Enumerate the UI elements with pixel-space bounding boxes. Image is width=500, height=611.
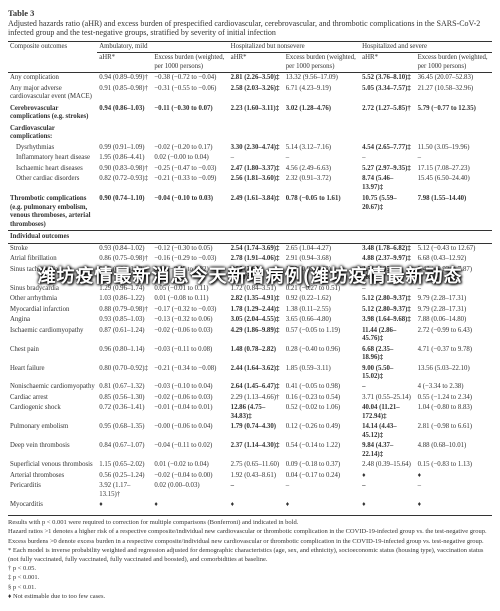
table-row: Deep vein thrombosis0.84 (0.67–1.07)−0.0… — [8, 441, 492, 460]
table-row: Thrombotic complications (e.g. pulmonary… — [8, 193, 492, 230]
footnotes: Results with p < 0.001 were required to … — [8, 515, 492, 602]
footnote-line: Excess burdens >0 denote excess burden i… — [8, 538, 492, 546]
table-row: Dysrhythmias0.99 (0.91–1.09)−0.02 (−0.20… — [8, 143, 492, 153]
data-table: Composite outcomes Ambulatory, mild Hosp… — [8, 41, 492, 511]
footnote-line: Hazard ratios >1 denotes a higher risk o… — [8, 528, 492, 536]
table-row: Cardiac arrest0.85 (0.56–1.30)−0.02 (−0.… — [8, 393, 492, 403]
col-burden2: Excess burden (weighted, per 1000 person… — [284, 53, 360, 73]
col-ahr1: aHR* — [97, 53, 152, 73]
table-row: Ischaemic heart diseases0.90 (0.83–0.98)… — [8, 164, 492, 174]
table-row: Stroke0.93 (0.84–1.02)−0.12 (−0.30 to 0.… — [8, 243, 492, 254]
col-burden3: Excess burden (weighted, per 1000 person… — [416, 53, 492, 73]
footnote-line: § p < 0.01. — [8, 584, 492, 592]
col-ahr2: aHR* — [229, 53, 284, 73]
col-ahr3: aHR* — [360, 53, 415, 73]
col-burden1: Excess burden (weighted, per 1000 person… — [152, 53, 228, 73]
table-row: Angina0.93 (0.85–1.03)−0.13 (−0.32 to 0.… — [8, 315, 492, 325]
table-row: Nonischaemic cardiomyopathy0.81 (0.67–1.… — [8, 382, 492, 392]
table-row: Pulmonary embolism0.95 (0.68–1.35)−0.00 … — [8, 422, 492, 441]
table-row: Individual outcomes — [8, 231, 492, 243]
table-row: Pericarditis3.92 (1.17–13.15)†0.02 (0.00… — [8, 481, 492, 500]
col-group2: Hospitalized but nonsevere — [229, 42, 360, 53]
table-row: Inflammatory heart disease1.95 (0.86–4.4… — [8, 153, 492, 163]
table-row: Superficial venous thrombosis1.15 (0.65–… — [8, 460, 492, 470]
footnote-line: * Each model is inverse probability weig… — [8, 547, 492, 564]
table-row: Ischaemic cardiomyopathy0.87 (0.61–1.24)… — [8, 326, 492, 345]
footnote-line: † p < 0.05. — [8, 565, 492, 573]
table-row: Any complication0.94 (0.89–0.99)†−0.38 (… — [8, 73, 492, 84]
table-row: Cardiogenic shock0.72 (0.36–1.41)−0.01 (… — [8, 403, 492, 422]
table-row: Myocardial infarction0.88 (0.79–0.98)†−0… — [8, 305, 492, 315]
table-label: Table 3 — [8, 8, 492, 18]
table-row: Atrial fibrillation0.86 (0.75–0.98)†−0.1… — [8, 254, 492, 264]
col-group3: Hospitalized and severe — [360, 42, 492, 53]
table-row: Other arrhythmia1.03 (0.86–1.22)0.01 (−0… — [8, 294, 492, 304]
table-row: Cerebrovascular complications (e.g. stro… — [8, 103, 492, 123]
footnote-line: Results with p < 0.001 were required to … — [8, 519, 492, 527]
table-caption: Adjusted hazards ratio (aHR) and excess … — [8, 19, 492, 37]
table-row: Other cardiac disorders0.82 (0.72–0.93)‡… — [8, 174, 492, 193]
col-composite: Composite outcomes — [8, 42, 97, 73]
table-row: Arterial thromboses0.56 (0.25–1.24)−0.02… — [8, 471, 492, 481]
col-group1: Ambulatory, mild — [97, 42, 228, 53]
table-row: Chest pain0.96 (0.80–1.14)−0.03 (−0.11 t… — [8, 345, 492, 364]
table-row: Any major adverse cardiovascular event (… — [8, 84, 492, 103]
table-row: Sinus bradycardia1.29 (0.96–1.74)0.05 (−… — [8, 284, 492, 294]
footnote-line: ♦ Not estimable due to too few cases. — [8, 593, 492, 601]
table-row: Heart failure0.80 (0.70–0.92)‡−0.21 (−0.… — [8, 364, 492, 383]
table-row: Sinus tachycardia1.12 (0.94–1.33)0.09 (−… — [8, 265, 492, 284]
table-row: Myocarditis♦♦♦♦♦♦ — [8, 500, 492, 510]
table-row: Cardiovascular complications: — [8, 123, 492, 143]
footnote-line: ‡ p < 0.001. — [8, 574, 492, 582]
